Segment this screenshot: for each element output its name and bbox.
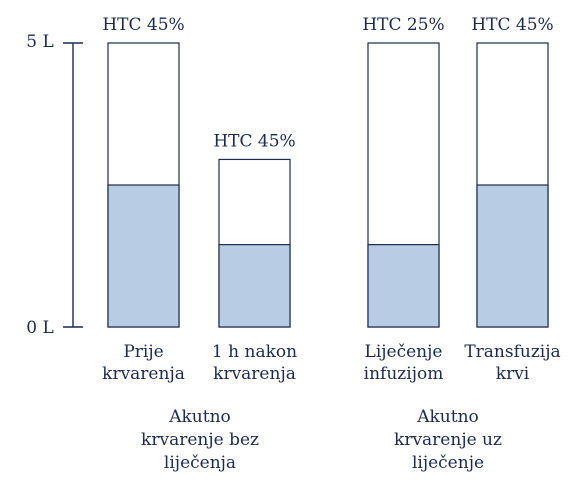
bar-category-label: krvi — [496, 364, 530, 384]
bar-category-label: infuzijom — [364, 364, 444, 384]
group-labels-layer: Akutno krvarenje bez liječenja Akutno krvare… — [141, 407, 502, 473]
bar-hct-label: HTC 25% — [362, 15, 444, 35]
bar-category-label: Prije — [123, 342, 163, 362]
y-tick-label-bottom: 0 L — [26, 318, 54, 338]
bar-cell-volume — [218, 244, 291, 328]
group-label: Akutno — [168, 407, 231, 427]
bar-hct-label: HTC 45% — [102, 15, 184, 35]
bar-hct-label: HTC 45% — [213, 131, 295, 151]
y-axis: 5 L 0 L — [26, 32, 83, 338]
bar-hct-label: HTC 45% — [471, 15, 553, 35]
bar-category-label: Transfuzija — [464, 342, 560, 362]
bar-category-label: krvarenja — [213, 364, 296, 384]
bar-category-label: 1 h nakon — [212, 342, 297, 362]
bar-cell-volume — [367, 244, 440, 328]
bar-cell-volume — [476, 184, 549, 328]
group-label: krvarenje bez — [141, 430, 259, 450]
y-tick-label-top: 5 L — [26, 32, 54, 52]
bar-category-label: Liječenje — [365, 342, 443, 362]
group-label: liječenja — [164, 453, 236, 473]
group-label: Akutno — [416, 407, 479, 427]
bar-category-label: krvarenja — [102, 364, 185, 384]
bar-cell-volume — [107, 184, 180, 328]
group-label: liječenje — [412, 453, 484, 473]
group-label: krvarenje uz — [394, 430, 502, 450]
